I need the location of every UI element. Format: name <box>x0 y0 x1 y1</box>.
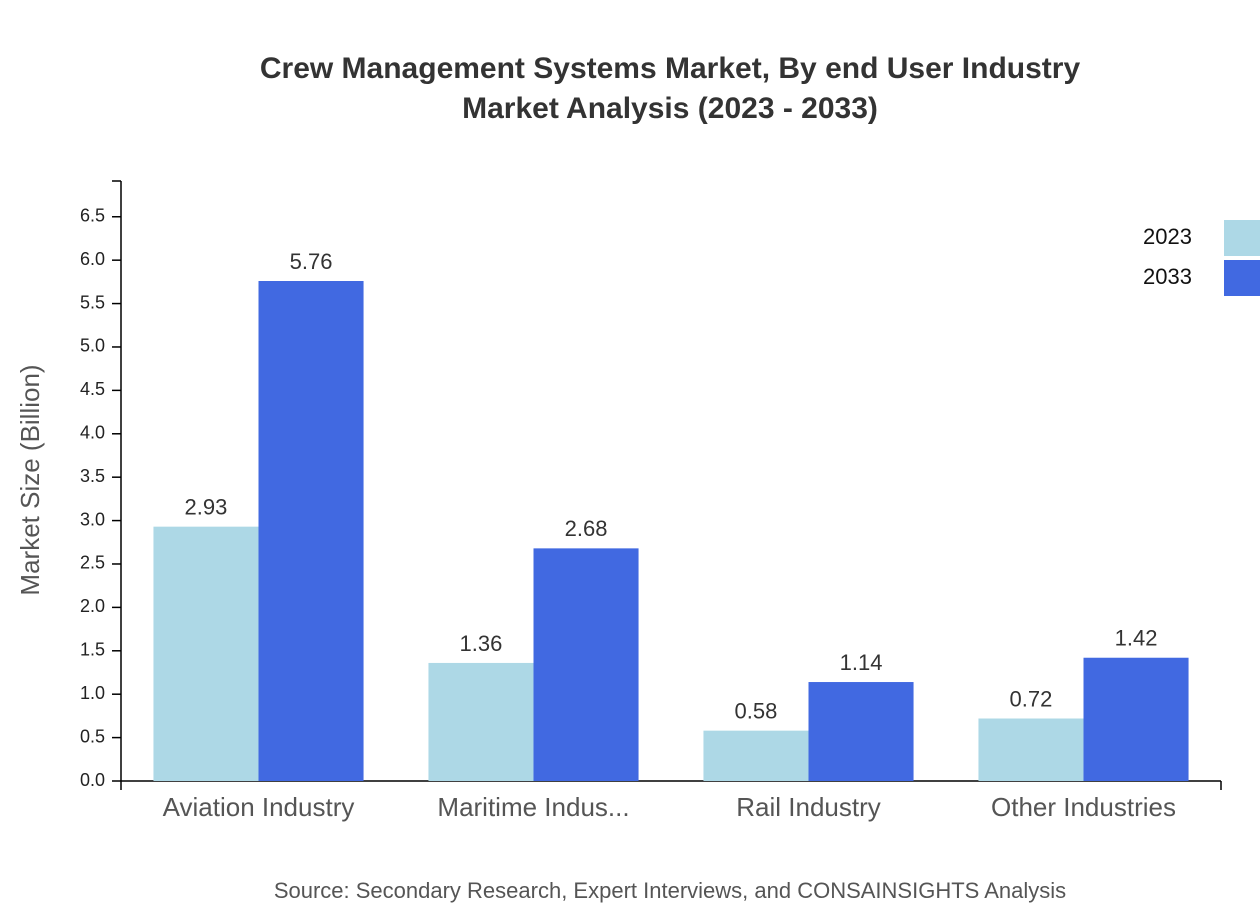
y-tick-label: 1.0 <box>80 683 105 703</box>
value-label: 0.58 <box>735 698 778 723</box>
value-label: 2.93 <box>185 494 228 519</box>
y-tick-label: 6.5 <box>80 206 105 226</box>
y-tick-label: 1.5 <box>80 640 105 660</box>
bar <box>153 526 259 781</box>
legend-label: 2023 <box>1143 224 1192 249</box>
y-tick-label: 3.0 <box>80 509 105 529</box>
y-tick-label: 3.5 <box>80 466 105 486</box>
bar <box>533 548 639 781</box>
bar <box>428 662 534 781</box>
y-tick-label: 0.5 <box>80 726 105 746</box>
legend-swatch <box>1224 220 1260 256</box>
y-tick-label: 5.5 <box>80 292 105 312</box>
bar <box>703 730 809 781</box>
y-tick-label: 6.0 <box>80 249 105 269</box>
y-tick-label: 5.0 <box>80 336 105 356</box>
value-label: 2.68 <box>565 516 608 541</box>
x-tick-label: Other Industries <box>991 792 1176 822</box>
y-tick-label: 4.0 <box>80 423 105 443</box>
y-tick-label: 4.5 <box>80 379 105 399</box>
x-tick-label: Maritime Indus... <box>437 792 629 822</box>
bar <box>808 682 914 781</box>
legend-swatch <box>1224 260 1260 296</box>
source-note: Source: Secondary Research, Expert Inter… <box>274 878 1066 903</box>
bar <box>258 281 364 781</box>
value-label: 0.72 <box>1010 686 1053 711</box>
bar <box>978 718 1084 781</box>
y-tick-label: 2.5 <box>80 553 105 573</box>
legend-label: 2033 <box>1143 264 1192 289</box>
bar <box>1083 657 1189 781</box>
value-label: 1.42 <box>1115 626 1158 651</box>
chart-title: Crew Management Systems Market, By end U… <box>260 52 1081 85</box>
y-tick-label: 0.0 <box>80 770 105 790</box>
value-label: 5.76 <box>290 249 333 274</box>
x-tick-label: Aviation Industry <box>163 792 355 822</box>
value-label: 1.14 <box>840 650 883 675</box>
y-axis-title: Market Size (Billion) <box>15 364 45 595</box>
y-tick-label: 2.0 <box>80 596 105 616</box>
value-label: 1.36 <box>460 631 503 656</box>
x-tick-label: Rail Industry <box>736 792 881 822</box>
chart-subtitle: Market Analysis (2023 - 2033) <box>462 92 878 125</box>
